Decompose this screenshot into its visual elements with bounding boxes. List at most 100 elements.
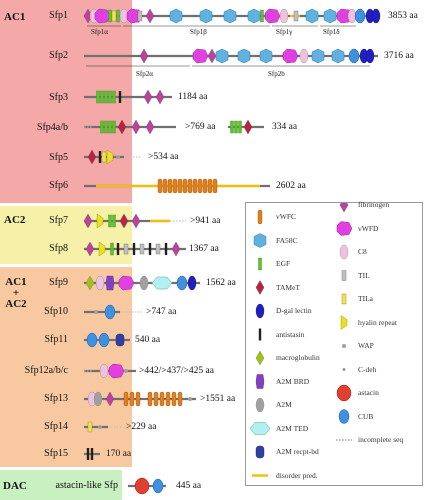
- sfp4-egf-0: [100, 120, 104, 134]
- length-sfp4: >769 aa: [185, 122, 216, 132]
- sfp2-vwfd-1: [192, 48, 209, 64]
- sfp2-fa58c-3: [215, 48, 229, 64]
- legend-label-incomplete: incomplete seq: [358, 435, 404, 444]
- sfp8-antistasin-3: [116, 243, 120, 255]
- sfp2-fa58c-4: [237, 48, 251, 64]
- legend-label-a2m: A2M: [276, 400, 292, 409]
- legend-label-vwfc: vWFC: [276, 212, 297, 221]
- protein-name-sfp10: Sfp10: [44, 306, 68, 317]
- domain-legend: vWFC fibrinogen FA58C vWFD EGF C8 TAMeT TIL D-ga…: [245, 200, 423, 486]
- sfp5-hyalin-3: [106, 149, 114, 165]
- legend-icon-vwfc: [257, 209, 263, 225]
- sfp4-fibrinogen-6: [145, 119, 155, 135]
- legend-icon-antistasin: [258, 328, 262, 341]
- length-sfp15: 170 aa: [106, 449, 132, 459]
- sfp1-vwfd-15: [264, 8, 281, 24]
- sfp5-wap-4: [116, 155, 120, 159]
- subregion-sfp2a: Sfp2α: [136, 70, 153, 78]
- sfp8-antistasin-5: [132, 243, 136, 255]
- sfp6-vwfc-6: [187, 178, 193, 194]
- length-sfp5: >534 aa: [148, 152, 179, 162]
- subregion-sfp1b: Sfp1β: [190, 28, 207, 36]
- legend-icon-fibrinogen: [339, 203, 349, 213]
- legend-label-disorder: disorder pred.: [276, 470, 318, 480]
- protein-name-sfp11: Sfp11: [44, 334, 68, 345]
- sfp8-hyalin-1: [98, 241, 106, 257]
- sfp6-vwfc-0: [157, 178, 163, 194]
- sfp13-vwfc-7: [153, 391, 159, 407]
- legend-icon-tamet: [255, 280, 265, 295]
- sfp4-egf-3: [112, 120, 116, 134]
- sfp6-vwfc-2: [167, 178, 173, 194]
- length-sfp9: 1562 aa: [206, 278, 236, 288]
- legend-label-a2mbrd: A2M BRD: [276, 376, 310, 386]
- protein-name-sfp13: Sfp13: [44, 393, 68, 404]
- sfp9-dgal-7: [187, 275, 197, 291]
- sfp2-fa58c-8: [311, 48, 325, 64]
- legend-label-dgal: D-gal lectin: [276, 306, 312, 315]
- sfp7-fibrinogen-0: [83, 213, 93, 229]
- sfp9-cub-6: [176, 275, 188, 291]
- sfp3-fibrinogen-7: [155, 89, 165, 105]
- sfp1-fa58c-18: [305, 8, 319, 24]
- legend-label-macroglobulin: macroglobulin: [276, 353, 320, 362]
- length-sfp8: 1367 aa: [189, 244, 219, 254]
- sfp4-fibrinogen-5: [131, 119, 141, 135]
- legend-icon-cdeh: [342, 368, 346, 371]
- sfp1-fa58c-19: [323, 8, 337, 24]
- length-sfp4-b: 334 aa: [272, 122, 298, 132]
- sfp4-egf-1: [104, 120, 108, 134]
- legend-label-a2mrecpt: A2M recpt-bd: [276, 447, 319, 456]
- subregion-sfp1a: Sfp1α: [91, 28, 108, 36]
- protein-name-sfp14: Sfp14: [44, 421, 68, 432]
- sfp9-vwfd-3: [118, 275, 135, 291]
- sfp7-hyalin-1: [96, 213, 104, 229]
- protein-name-sfp4: Sfp4a/b: [36, 122, 68, 133]
- sfp1-tila-4: [111, 10, 117, 22]
- sfp8-egf-2: [110, 242, 114, 256]
- protein-name-astacin-like: astacin-like Sfp: [55, 480, 118, 491]
- sfp2-fa58c-9: [331, 48, 345, 64]
- length-sfp2: 3716 aa: [384, 51, 414, 61]
- sfp1-til-8: [137, 10, 143, 22]
- sfp11-cub-1: [98, 332, 110, 348]
- sfp4-egf-2: [108, 120, 112, 134]
- legend-label-c8: C8: [358, 247, 367, 256]
- sfp1-vwfd-2: [94, 8, 111, 24]
- sfp13-vwfc-9: [165, 391, 171, 407]
- sfp12-wap-2: [124, 369, 128, 373]
- length-sfp7: >941 aa: [190, 216, 221, 226]
- sfp5-tamet-0: [87, 149, 97, 165]
- protein-name-sfp2: Sfp2: [49, 50, 68, 61]
- sfp9-c8-1: [95, 275, 105, 291]
- protein-name-sfp6: Sfp6: [49, 180, 68, 191]
- group-label-ac1ac2: AC1 + AC2: [5, 276, 27, 310]
- length-sfp14: >229 aa: [126, 422, 157, 432]
- sfp6-vwfc-1: [162, 178, 168, 194]
- legend-icon-hyalin: [340, 315, 348, 330]
- sfp1-til-17: [293, 10, 299, 22]
- sfp12-vwfd-1: [108, 363, 125, 379]
- sfp1-cub-22: [354, 8, 366, 24]
- sfp3-antistasin-5: [118, 91, 122, 103]
- legend-icon-a2m: [255, 397, 265, 413]
- legend-icon-a2mbrd: [255, 374, 265, 389]
- sfp4b-egf-2: [238, 120, 242, 134]
- legend-icon-dgal: [255, 303, 265, 319]
- length-sfp12: >442/>437/>425 aa: [139, 366, 214, 376]
- sfp9-a2mted-5: [151, 276, 173, 290]
- protein-name-sfp3: Sfp3: [49, 92, 68, 103]
- sfp4-tamet-4: [117, 119, 127, 135]
- sfp8-antistasin-7: [148, 243, 152, 255]
- sfp13-vwfc-10: [171, 391, 177, 407]
- sfp13-vwfc-4: [129, 391, 135, 407]
- sfp9-macroglobulin-0: [85, 275, 95, 291]
- sfp6-vwfc-3: [172, 178, 178, 194]
- astacin-like-astacin-0: [134, 477, 150, 495]
- sfp3-egf-3: [108, 90, 112, 104]
- sfp11-cub-0: [86, 332, 98, 348]
- sfp6-vwfc-4: [177, 178, 183, 194]
- sfp3-egf-0: [96, 90, 100, 104]
- sfp3-fibrinogen-6: [143, 89, 153, 105]
- sfp10-cub-1: [104, 304, 116, 320]
